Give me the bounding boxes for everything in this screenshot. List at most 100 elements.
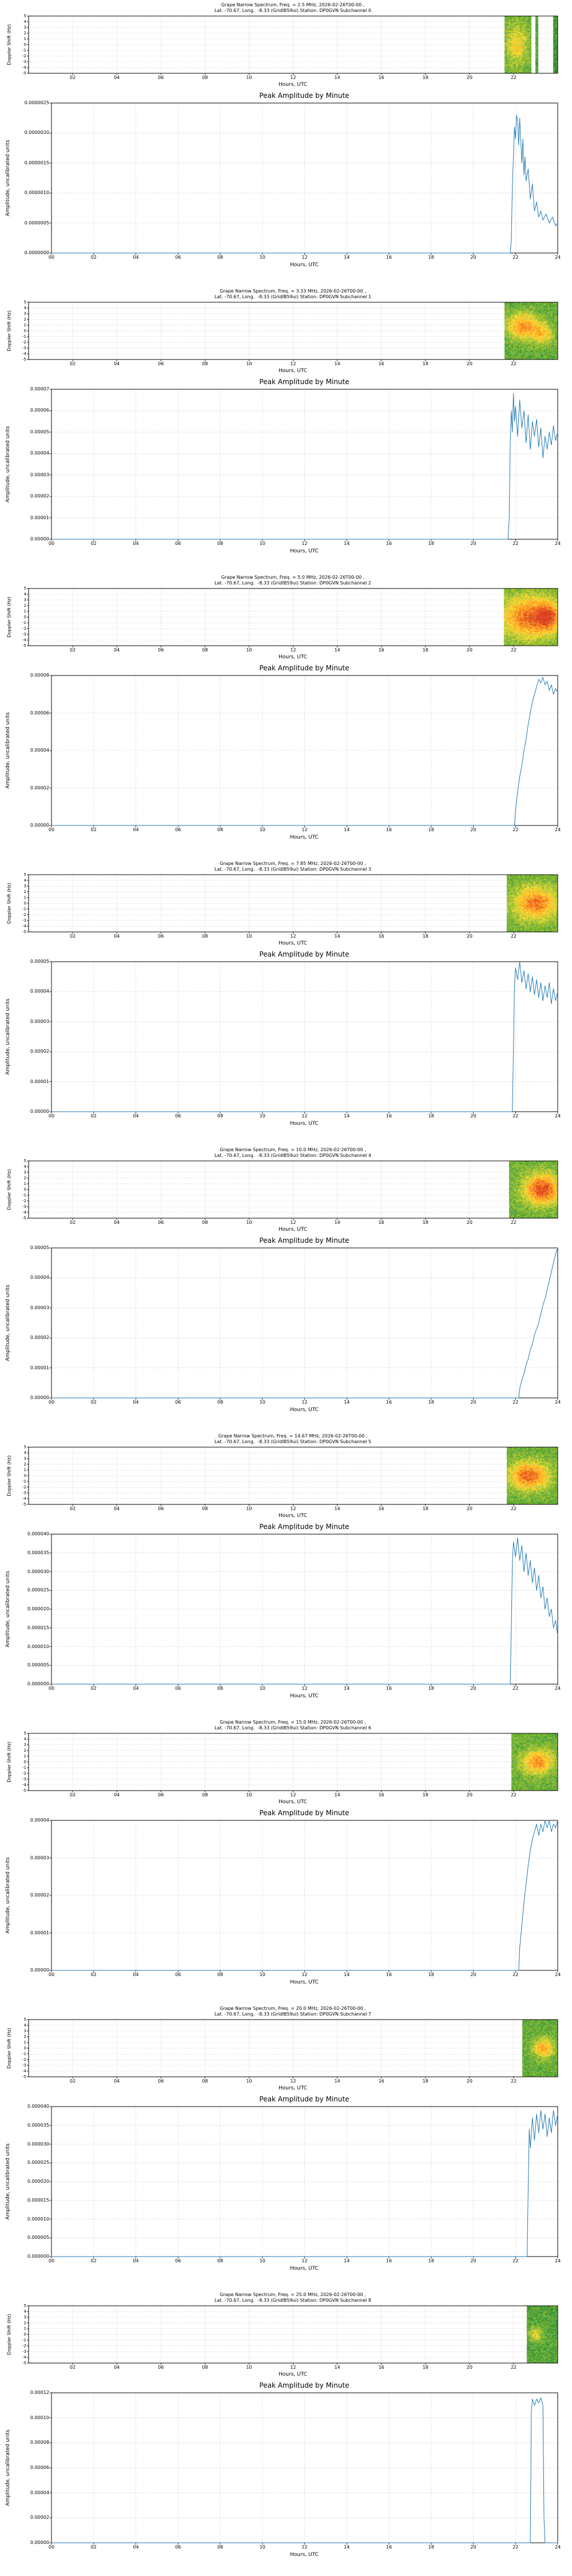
spectrogram-y-tick-label: 1	[23, 323, 26, 327]
amplitude-line-path	[51, 961, 558, 1112]
spectrogram-x-tick-label: 10	[246, 934, 252, 939]
spectrogram-x-tick-label: 12	[290, 2365, 296, 2370]
spectrogram-gridlines	[29, 15, 558, 74]
spectrogram-x-tick-label: 10	[246, 2079, 252, 2084]
spectrogram-y-tick-label: -4	[22, 1210, 26, 1215]
amplitude-ylabel: Amplitude, uncalibrated units	[5, 1571, 11, 1647]
spectrogram-x-tick-label: 16	[378, 1220, 384, 1225]
spectrogram-x-tick-label: 12	[290, 361, 296, 366]
amplitude-x-tick-label: 18	[428, 2545, 434, 2550]
amplitude-x-tick-label: 04	[133, 2258, 139, 2263]
spectrogram-x-tick-label: 20	[466, 934, 472, 939]
spectrogram-xlabel: Hours, UTC	[279, 941, 307, 946]
amplitude-y-tick-label: 0.000000	[27, 2254, 49, 2259]
spectrogram-y-tick-label: 1	[23, 1754, 26, 1759]
spectrogram-axis-ticks	[27, 1447, 514, 1506]
spectrogram-y-tick-label: -3	[22, 2063, 26, 2068]
spectrogram-plot-frame	[28, 1447, 558, 1505]
amplitude-x-tick-label: 06	[175, 2258, 181, 2263]
spectrogram-x-tick-label: 06	[158, 1220, 164, 1225]
spectrogram-plot-frame	[28, 2305, 558, 2364]
amplitude-title: Peak Amplitude by Minute	[259, 1523, 349, 1531]
spectrogram-xlabel: Hours, UTC	[279, 1513, 307, 1519]
amplitude-x-tick-label: 08	[217, 541, 224, 546]
amplitude-plot-area	[49, 961, 558, 1114]
spectrogram-axis-ticks	[27, 302, 514, 361]
spectrogram-y-tick-label: 3	[23, 2029, 26, 2033]
spectrogram-axis-ticks	[27, 15, 514, 75]
amplitude-x-tick-label: 08	[217, 255, 224, 260]
amplitude-axis-ticks	[49, 1820, 558, 1973]
amplitude-x-tick-label: 00	[48, 827, 55, 832]
amplitude-x-tick-label: 04	[133, 827, 139, 832]
amplitude-x-tick-label: 24	[554, 541, 561, 546]
spectrogram-x-tick-label: 02	[69, 1506, 76, 1511]
spectrogram-title-line2: Lat. -70.67, Long. -8.33 (GridIB59ui) St…	[214, 1439, 372, 1444]
amplitude-xlabel: Hours, UTC	[290, 1121, 319, 1127]
amplitude-x-tick-label: 22	[513, 827, 519, 832]
spectrogram-y-tick-label: 2	[23, 603, 26, 608]
amplitude-x-tick-label: 02	[90, 2258, 97, 2263]
spectrogram-x-tick-label: 18	[422, 75, 428, 80]
amplitude-x-tick-label: 14	[344, 1972, 350, 1977]
amplitude-x-tick-label: 04	[133, 1686, 139, 1691]
spectrogram-plot-area	[27, 874, 558, 934]
amplitude-x-tick-label: 14	[344, 2258, 350, 2263]
amplitude-y-tick-label: 0.00004	[30, 1275, 49, 1281]
amplitude-xlabel: Hours, UTC	[290, 2266, 319, 2271]
amplitude-x-tick-label: 20	[470, 1400, 476, 1405]
spectrogram-gridlines	[29, 874, 558, 933]
spectrogram-y-tick-label: 0	[23, 1473, 26, 1478]
amplitude-x-tick-label: 02	[90, 2545, 97, 2550]
amplitude-y-tick-label: 0.00004	[30, 2490, 49, 2495]
spectrogram-y-tick-label: 0	[23, 901, 26, 906]
spectrogram-x-tick-label: 22	[510, 647, 517, 653]
spectrogram-y-tick-label: 5	[23, 14, 26, 18]
amplitude-y-tick-label: 0.00000	[30, 2540, 49, 2545]
amplitude-line-path	[51, 1820, 558, 1971]
amplitude-plot-area	[49, 1247, 558, 1400]
spectrogram-gridlines	[29, 302, 558, 360]
amplitude-ylabel: Amplitude, uncalibrated units	[5, 2429, 11, 2506]
amplitude-y-tick-label: 0.00002	[30, 1335, 49, 1341]
amplitude-y-tick-label: 0.0000000	[24, 250, 49, 255]
amplitude-plot-area	[49, 1820, 558, 1973]
amplitude-y-tick-label: 0.000020	[27, 1606, 49, 1611]
amplitude-x-tick-label: 06	[175, 1113, 181, 1119]
spectrogram-y-tick-label: -5	[22, 643, 26, 648]
spectrogram-y-tick-label: 1	[23, 609, 26, 614]
amplitude-x-tick-label: 24	[554, 2258, 561, 2263]
spectrogram-x-tick-label: 22	[510, 2079, 517, 2084]
amplitude-x-tick-label: 10	[259, 541, 265, 546]
amplitude-y-tick-label: 0.00000	[30, 1395, 49, 1400]
spectrogram-title-line1: Grape Narrow Spectrum, Freq. = 3.33 MHz,…	[220, 289, 366, 294]
spectrogram-x-tick-label: 08	[202, 1506, 208, 1511]
amplitude-title: Peak Amplitude by Minute	[259, 92, 349, 100]
amplitude-x-tick-label: 12	[301, 2258, 308, 2263]
spectrogram-x-tick-label: 04	[114, 2079, 120, 2084]
spectrogram-y-tick-label: 4	[23, 1164, 26, 1169]
spectrogram-y-tick-label: -1	[22, 48, 26, 53]
spectrogram-x-tick-label: 12	[290, 934, 296, 939]
spectrogram-x-tick-label: 18	[422, 361, 428, 366]
spectrogram-y-tick-label: -5	[22, 1788, 26, 1793]
amplitude-x-tick-label: 10	[259, 1113, 265, 1119]
spectrogram-y-tick-label: 4	[23, 592, 26, 596]
spectrogram-xlabel: Hours, UTC	[279, 1227, 307, 1232]
spectrogram-y-tick-label: 1	[23, 1182, 26, 1186]
spectrogram-y-tick-label: -1	[22, 1193, 26, 1198]
spectrogram-y-tick-label: 3	[23, 311, 26, 316]
spectrogram-x-tick-label: 16	[378, 361, 384, 366]
spectrogram-title-line1: Grape Narrow Spectrum, Freq. = 14.67 MHz…	[218, 1433, 368, 1439]
amplitude-gridlines	[51, 1820, 558, 1971]
spectrogram-grid-and-frame	[27, 302, 558, 361]
amplitude-line-chart	[49, 961, 558, 1114]
spectrogram-title-line1: Grape Narrow Spectrum, Freq. = 15.0 MHz,…	[220, 1720, 366, 1725]
spectrogram-x-tick-label: 18	[422, 1220, 428, 1225]
amplitude-x-tick-label: 16	[386, 2258, 392, 2263]
amplitude-x-tick-label: 00	[48, 541, 55, 546]
spectrogram-x-tick-label: 10	[246, 1220, 252, 1225]
spectrogram-grid-and-frame	[27, 15, 558, 75]
amplitude-xlabel: Hours, UTC	[290, 1693, 319, 1699]
